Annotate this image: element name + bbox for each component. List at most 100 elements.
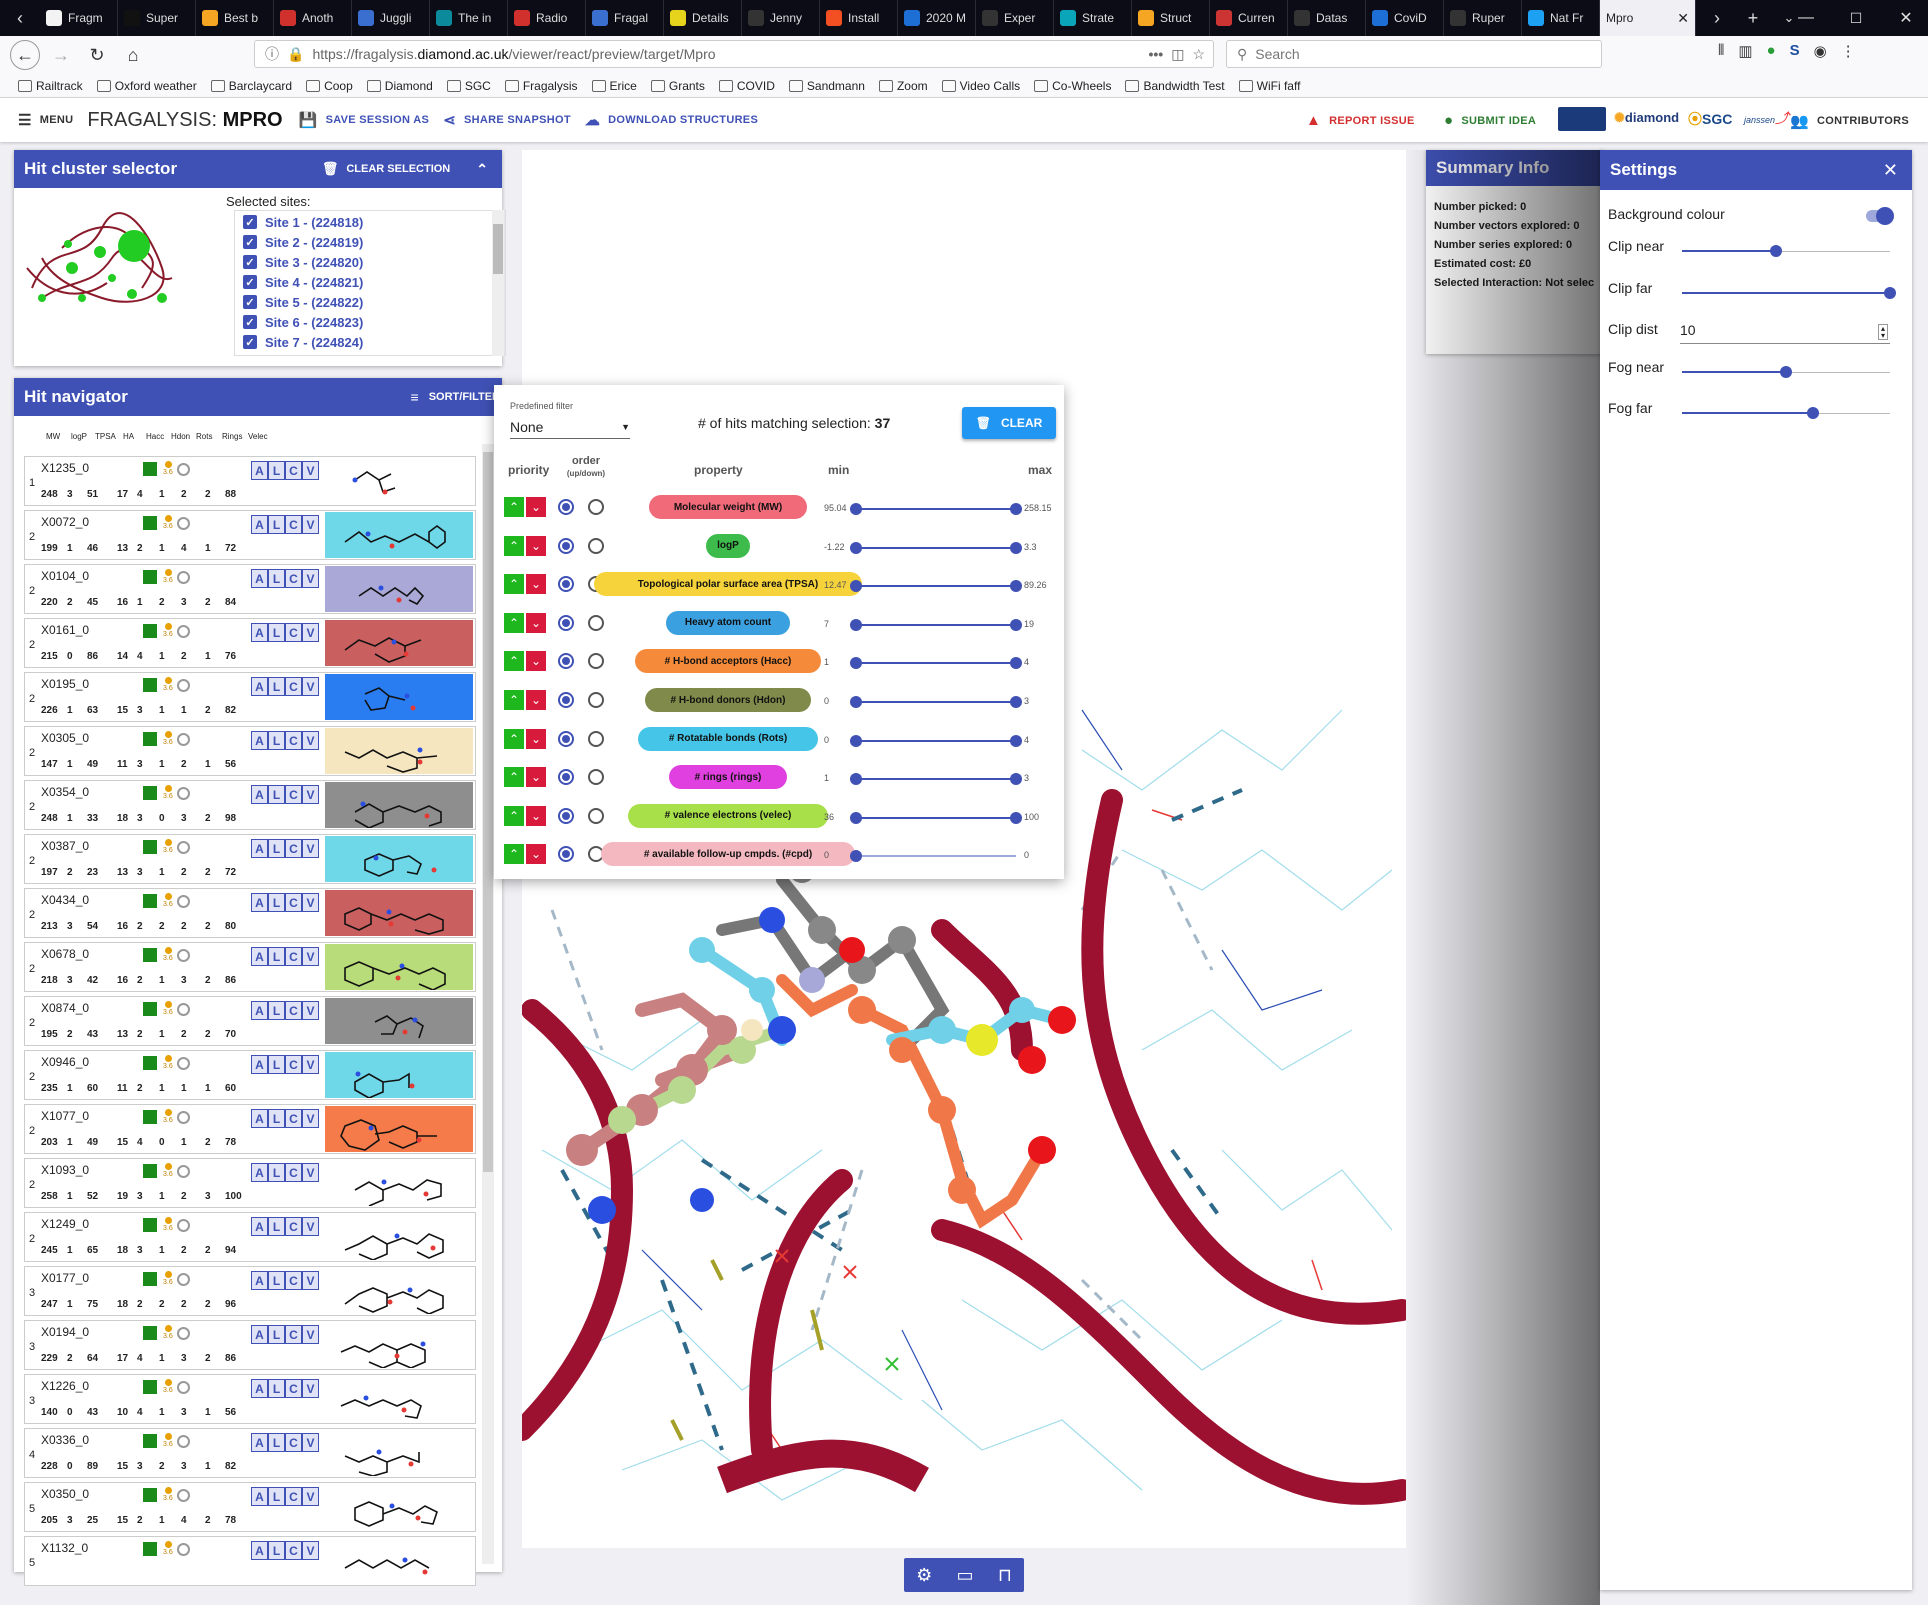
density-ring-icon[interactable] — [177, 625, 190, 638]
site-checkbox[interactable]: ✓ — [243, 295, 257, 309]
order-down-radio[interactable] — [588, 807, 604, 824]
alcv-toggle-button[interactable]: C — [285, 785, 302, 804]
alcv-toggle-button[interactable]: C — [285, 947, 302, 966]
alcv-toggle-button[interactable]: L — [268, 731, 285, 750]
density-ring-icon[interactable] — [177, 1435, 190, 1448]
molecule-structure-image[interactable] — [325, 782, 473, 829]
hit-row[interactable]: 2 X1249_0 245 1 65 18 3 1 2 2 94 3.6 A L C V — [24, 1212, 476, 1262]
priority-up-button[interactable]: ⌃ — [504, 612, 524, 633]
hit-row[interactable]: 1 X1235_0 248 3 51 17 4 1 2 2 88 3.6 A L C V — [24, 456, 476, 506]
range-slider-min-thumb[interactable] — [850, 734, 862, 747]
bookmark-item[interactable]: Erice — [591, 79, 637, 93]
browser-tab[interactable]: Exper — [976, 0, 1054, 36]
alcv-toggle-button[interactable]: L — [268, 839, 285, 858]
browser-tab[interactable]: Anoth — [274, 0, 352, 36]
hit-row[interactable]: 2 X0195_0 226 1 63 15 3 1 1 2 82 3.6 A L C V — [24, 672, 476, 722]
column-header[interactable]: Rots — [196, 432, 213, 441]
alcv-toggle-button[interactable]: L — [268, 1217, 285, 1236]
clear-filter-button[interactable]: 🗑 CLEAR — [962, 407, 1056, 439]
alcv-toggle-button[interactable]: L — [268, 785, 285, 804]
order-down-radio[interactable] — [588, 499, 604, 515]
range-slider-max-thumb[interactable] — [1010, 811, 1022, 824]
ligand-toggle[interactable] — [143, 732, 157, 746]
bookmark-star-icon[interactable]: ☆ — [1192, 45, 1205, 62]
alcv-toggle-button[interactable]: A — [251, 1217, 268, 1236]
column-header[interactable]: logP — [71, 432, 88, 441]
density-ring-icon[interactable] — [177, 895, 190, 908]
priority-down-button[interactable]: ⌄ — [526, 844, 546, 865]
bookmark-item[interactable]: SGC — [446, 79, 491, 93]
alcv-toggle-button[interactable]: A — [251, 623, 268, 642]
slider-empty-track[interactable] — [1786, 372, 1890, 373]
alcv-toggle-button[interactable]: L — [268, 1541, 285, 1560]
column-header[interactable]: Rings — [222, 432, 243, 441]
density-ring-icon[interactable] — [177, 787, 190, 800]
viewer-settings-icon[interactable]: ⚙ — [916, 1564, 933, 1585]
order-down-radio[interactable] — [588, 653, 604, 670]
alcv-toggle-button[interactable]: L — [268, 893, 285, 912]
molecule-structure-image[interactable] — [325, 728, 473, 774]
collapse-chevron-icon[interactable]: ⌃ — [476, 160, 488, 177]
order-up-radio[interactable] — [558, 576, 574, 593]
browser-tab[interactable]: Details — [664, 0, 742, 36]
alcv-toggle-button[interactable]: C — [285, 1109, 302, 1128]
alcv-toggle-button[interactable]: C — [285, 1325, 302, 1344]
molecule-structure-image[interactable] — [325, 1160, 473, 1207]
priority-down-button[interactable]: ⌄ — [526, 497, 546, 517]
browser-tab[interactable]: Ruper — [1444, 0, 1522, 36]
vector-dot-icon[interactable] — [165, 461, 172, 468]
ligand-toggle[interactable] — [143, 894, 157, 908]
sort-filter-button[interactable]: ≡ SORT/FILTER — [411, 389, 500, 405]
priority-up-button[interactable]: ⌃ — [504, 574, 524, 595]
hit-row[interactable]: 2 X0874_0 195 2 43 13 2 1 2 2 70 3.6 A L C V — [24, 996, 476, 1046]
alcv-toggle-button[interactable]: A — [251, 947, 268, 966]
alcv-toggle-button[interactable]: V — [302, 1379, 319, 1398]
browser-tab[interactable]: Radio — [508, 0, 586, 36]
browser-tab[interactable]: 2020 M — [898, 0, 976, 36]
site-checkbox[interactable]: ✓ — [243, 335, 257, 349]
hit-row[interactable]: 2 X0104_0 220 2 45 16 1 2 3 2 84 3.6 A L C V — [24, 564, 476, 614]
vector-dot-icon[interactable] — [165, 947, 172, 954]
vector-dot-icon[interactable] — [165, 1217, 172, 1224]
alcv-toggle-button[interactable]: L — [268, 1109, 285, 1128]
column-header[interactable]: Velec — [248, 432, 268, 441]
ligand-toggle[interactable] — [143, 1542, 157, 1556]
priority-down-button[interactable]: ⌄ — [526, 690, 546, 710]
priority-down-button[interactable]: ⌄ — [526, 728, 546, 749]
bookmark-item[interactable]: Bandwidth Test — [1125, 79, 1225, 93]
alcv-toggle-button[interactable]: V — [302, 1217, 319, 1236]
order-up-radio[interactable] — [558, 730, 574, 747]
site-item[interactable]: ✓ Site 7 - (224824) — [243, 333, 505, 351]
alcv-toggle-button[interactable]: A — [251, 677, 268, 696]
column-header[interactable]: TPSA — [95, 432, 116, 441]
account-icon[interactable]: ◉ — [1813, 43, 1827, 60]
alcv-toggle-button[interactable]: C — [285, 515, 302, 534]
slider-filled-track[interactable] — [1682, 371, 1786, 373]
site-item[interactable]: ✓ Site 6 - (224823) — [243, 313, 505, 331]
hit-row[interactable]: 2 X0434_0 213 3 54 16 2 2 2 2 80 3.6 A L C V — [24, 888, 476, 938]
sidebar-icon[interactable]: ▥ — [1738, 43, 1753, 60]
alcv-toggle-button[interactable]: V — [302, 839, 319, 858]
sync-icon[interactable]: S — [1789, 42, 1800, 59]
slider-thumb[interactable] — [1884, 287, 1896, 299]
bookmark-item[interactable]: Diamond — [366, 79, 433, 93]
alcv-toggle-button[interactable]: V — [302, 515, 319, 534]
molecule-structure-image[interactable] — [325, 1376, 473, 1422]
molecule-structure-image[interactable] — [325, 674, 473, 720]
density-ring-icon[interactable] — [177, 571, 190, 584]
extension-icon[interactable]: ● — [1766, 42, 1776, 59]
density-ring-icon[interactable] — [177, 1111, 190, 1124]
ligand-toggle[interactable] — [143, 570, 157, 584]
alcv-toggle-button[interactable]: A — [251, 893, 268, 912]
molecule-structure-image[interactable] — [325, 998, 473, 1044]
range-slider-min-thumb[interactable] — [850, 580, 862, 593]
alcv-toggle-button[interactable]: V — [302, 1163, 319, 1182]
density-ring-icon[interactable] — [177, 949, 190, 962]
vector-dot-icon[interactable] — [165, 1433, 172, 1440]
hit-row[interactable]: 2 X0387_0 197 2 23 13 3 1 2 2 72 3.6 A L C V — [24, 834, 476, 884]
alcv-toggle-button[interactable]: C — [285, 1487, 302, 1506]
browser-tab[interactable]: Jenny — [742, 0, 820, 36]
alcv-toggle-button[interactable]: L — [268, 461, 285, 480]
ligand-toggle[interactable] — [143, 1164, 157, 1178]
ligand-toggle[interactable] — [143, 1434, 157, 1448]
